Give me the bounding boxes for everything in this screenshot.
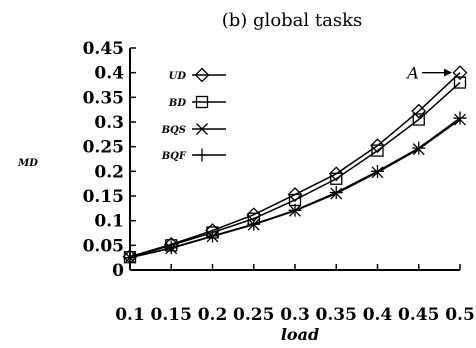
x-tick-label: 0.3 bbox=[280, 305, 310, 325]
x-tick-label: 0.2 bbox=[198, 305, 228, 325]
y-tick-label: 0.3 bbox=[94, 113, 124, 133]
series-layer bbox=[122, 65, 468, 265]
data-point-bd bbox=[453, 76, 467, 89]
legend-item-bqf: BQF bbox=[161, 148, 226, 162]
annotations: A bbox=[405, 64, 452, 83]
legend-marker-bqf bbox=[195, 148, 209, 162]
legend-marker-ud bbox=[194, 67, 210, 83]
legend-marker-bqs bbox=[196, 123, 208, 135]
y-tick-label: 0.05 bbox=[83, 236, 124, 256]
data-point-ud bbox=[411, 103, 427, 119]
data-point-ud bbox=[370, 138, 385, 154]
x-tick-label: 0.4 bbox=[363, 305, 393, 325]
y-tick-label: 0.25 bbox=[83, 138, 124, 158]
chart-title: (b) global tasks bbox=[222, 10, 362, 31]
data-point-bqf bbox=[206, 229, 219, 243]
legend-label-bd: BD bbox=[168, 98, 186, 109]
data-point-bd bbox=[330, 172, 343, 185]
legend-label-ud: UD bbox=[169, 71, 187, 82]
legend-marker-bd bbox=[195, 95, 209, 109]
data-point-bqf bbox=[164, 241, 178, 255]
data-point-ud bbox=[328, 166, 344, 182]
y-tick-label: 0.4 bbox=[94, 64, 124, 84]
y-tick-label: 0.1 bbox=[94, 212, 124, 232]
data-point-ud bbox=[287, 187, 303, 202]
series-ud bbox=[122, 65, 468, 265]
y-tick-label: 0 bbox=[112, 261, 124, 281]
series-bqf bbox=[123, 111, 467, 265]
data-point-bd bbox=[412, 113, 425, 126]
data-point-bqf bbox=[123, 251, 137, 265]
annotation-label: A bbox=[405, 64, 419, 83]
data-point-bqf bbox=[371, 164, 384, 178]
data-point-bqf bbox=[247, 217, 261, 231]
data-point-bqf bbox=[329, 186, 343, 200]
y-axis-ticks: 0 0.05 0.1 0.15 0.2 0.25 0.3 0.35 0.4 0.45 bbox=[83, 39, 136, 281]
x-tick-label: 0.5 bbox=[445, 305, 475, 325]
y-tick-label: 0.35 bbox=[83, 88, 124, 108]
data-point-bqf bbox=[453, 111, 467, 125]
series-bd bbox=[123, 76, 467, 264]
data-point-bd bbox=[371, 144, 384, 157]
legend-label-bqf: BQF bbox=[161, 151, 187, 162]
legend: UD BD BQS BQF bbox=[161, 67, 226, 162]
x-tick-label: 0.1 bbox=[115, 305, 145, 325]
data-point-ud bbox=[452, 65, 468, 81]
annotation-arrowhead bbox=[444, 68, 452, 77]
x-axis-label: load bbox=[281, 325, 319, 344]
series-line-bd bbox=[129, 81, 461, 258]
legend-item-ud: UD bbox=[169, 67, 226, 83]
data-point-bqf bbox=[288, 203, 302, 217]
legend-item-bqs: BQS bbox=[161, 123, 226, 136]
x-tick-label: 0.25 bbox=[233, 305, 274, 325]
legend-item-bd: BD bbox=[168, 95, 226, 109]
x-tick-label: 0.15 bbox=[151, 305, 192, 325]
x-tick-label: 0.45 bbox=[398, 305, 439, 325]
x-axis-ticks: 0.1 0.15 0.2 0.25 0.3 0.35 0.4 0.45 0.5 bbox=[115, 264, 475, 325]
y-axis-label: MD bbox=[17, 158, 38, 169]
data-point-bqf bbox=[412, 141, 426, 155]
x-tick-label: 0.35 bbox=[316, 305, 357, 325]
y-tick-label: 0.2 bbox=[94, 162, 124, 182]
y-tick-label: 0.45 bbox=[83, 39, 124, 59]
legend-label-bqs: BQS bbox=[161, 125, 186, 136]
y-tick-label: 0.15 bbox=[83, 187, 124, 207]
